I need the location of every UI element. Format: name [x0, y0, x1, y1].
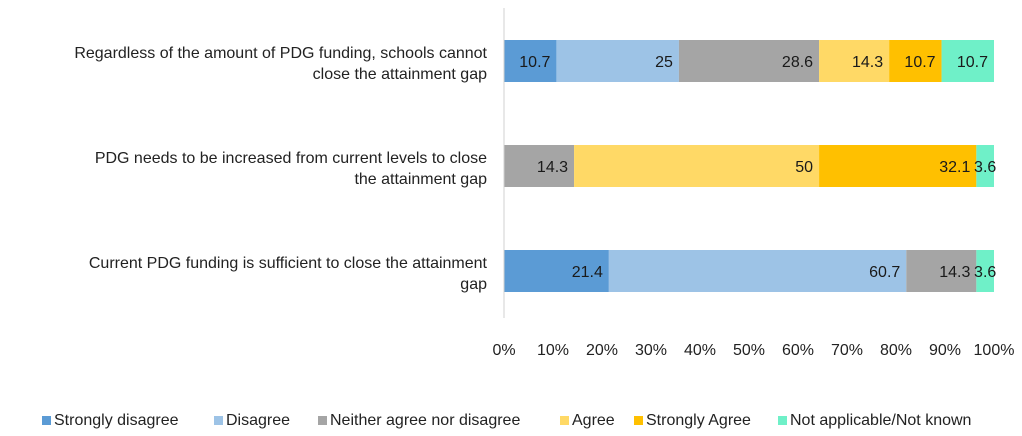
data-label: 10.7: [519, 54, 550, 71]
legend-swatch: [634, 416, 643, 425]
category-label: Regardless of the amount of PDG funding,…: [74, 45, 487, 83]
data-label: 3.6: [974, 159, 996, 176]
x-tick-label: 70%: [831, 342, 863, 359]
x-tick-label: 100%: [974, 342, 1015, 359]
x-tick-label: 20%: [586, 342, 618, 359]
bar-segment: [906, 250, 977, 292]
category-label-line: PDG needs to be increased from current l…: [95, 150, 487, 167]
category-label-line: Current PDG funding is sufficient to clo…: [89, 255, 488, 272]
x-tick-label: 40%: [684, 342, 716, 359]
bar-segment: [504, 250, 609, 292]
legend-label: Disagree: [226, 412, 290, 429]
bar-segment: [819, 145, 977, 187]
bars: 10.7 25 28.6 14.3 10.7 10.714.3 50 32.1 3.621.4 6…: [504, 40, 996, 292]
category-labels: Regardless of the amount of PDG funding,…: [74, 45, 487, 293]
x-tick-label: 90%: [929, 342, 961, 359]
data-label: 14.3: [939, 264, 970, 281]
data-label: 60.7: [869, 264, 900, 281]
data-label: 28.6: [782, 54, 813, 71]
bar-segment: [889, 40, 942, 82]
legend: Strongly disagree Disagree Neither agree n…: [42, 412, 971, 429]
data-label: 21.4: [572, 264, 603, 281]
legend-swatch: [214, 416, 223, 425]
legend-swatch: [778, 416, 787, 425]
category-label: PDG needs to be increased from current l…: [95, 150, 487, 188]
category-label: Current PDG funding is sufficient to clo…: [89, 255, 488, 293]
bar-segment: [608, 250, 907, 292]
category-label-line: the attainment gap: [354, 171, 487, 188]
data-label: 10.7: [957, 54, 988, 71]
legend-swatch: [560, 416, 569, 425]
bar-segment: [678, 40, 820, 82]
bar-segment: [941, 40, 994, 82]
data-label: 25: [655, 54, 673, 71]
bar-segment: [556, 40, 679, 82]
legend-swatch: [42, 416, 51, 425]
legend-label: Not applicable/Not known: [790, 412, 971, 429]
legend-label: Agree: [572, 412, 615, 429]
legend-label: Strongly disagree: [54, 412, 179, 429]
category-label-line: Regardless of the amount of PDG funding,…: [74, 45, 487, 62]
bar-segment: [976, 145, 994, 187]
bar-segment: [504, 145, 575, 187]
x-tick-label: 50%: [733, 342, 765, 359]
x-tick-label: 10%: [537, 342, 569, 359]
legend-swatch: [318, 416, 327, 425]
legend-label: Strongly Agree: [646, 412, 751, 429]
data-label: 32.1: [939, 159, 970, 176]
x-tick-label: 30%: [635, 342, 667, 359]
data-label: 14.3: [537, 159, 568, 176]
data-label: 3.6: [974, 264, 996, 281]
legend-label: Neither agree nor disagree: [330, 412, 520, 429]
x-axis-ticks: 0% 10% 20% 30% 40% 50% 60% 70% 80% 90% 100%: [492, 342, 1014, 359]
bar-segment: [976, 250, 994, 292]
x-tick-label: 60%: [782, 342, 814, 359]
data-label: 50: [795, 159, 813, 176]
data-label: 14.3: [852, 54, 883, 71]
category-label-line: close the attainment gap: [313, 66, 487, 83]
bar-segment: [504, 40, 557, 82]
bar-segment: [574, 145, 820, 187]
x-tick-label: 80%: [880, 342, 912, 359]
data-label: 10.7: [904, 54, 935, 71]
bar-segment: [819, 40, 890, 82]
category-label-line: gap: [460, 276, 487, 293]
x-tick-label: 0%: [492, 342, 515, 359]
